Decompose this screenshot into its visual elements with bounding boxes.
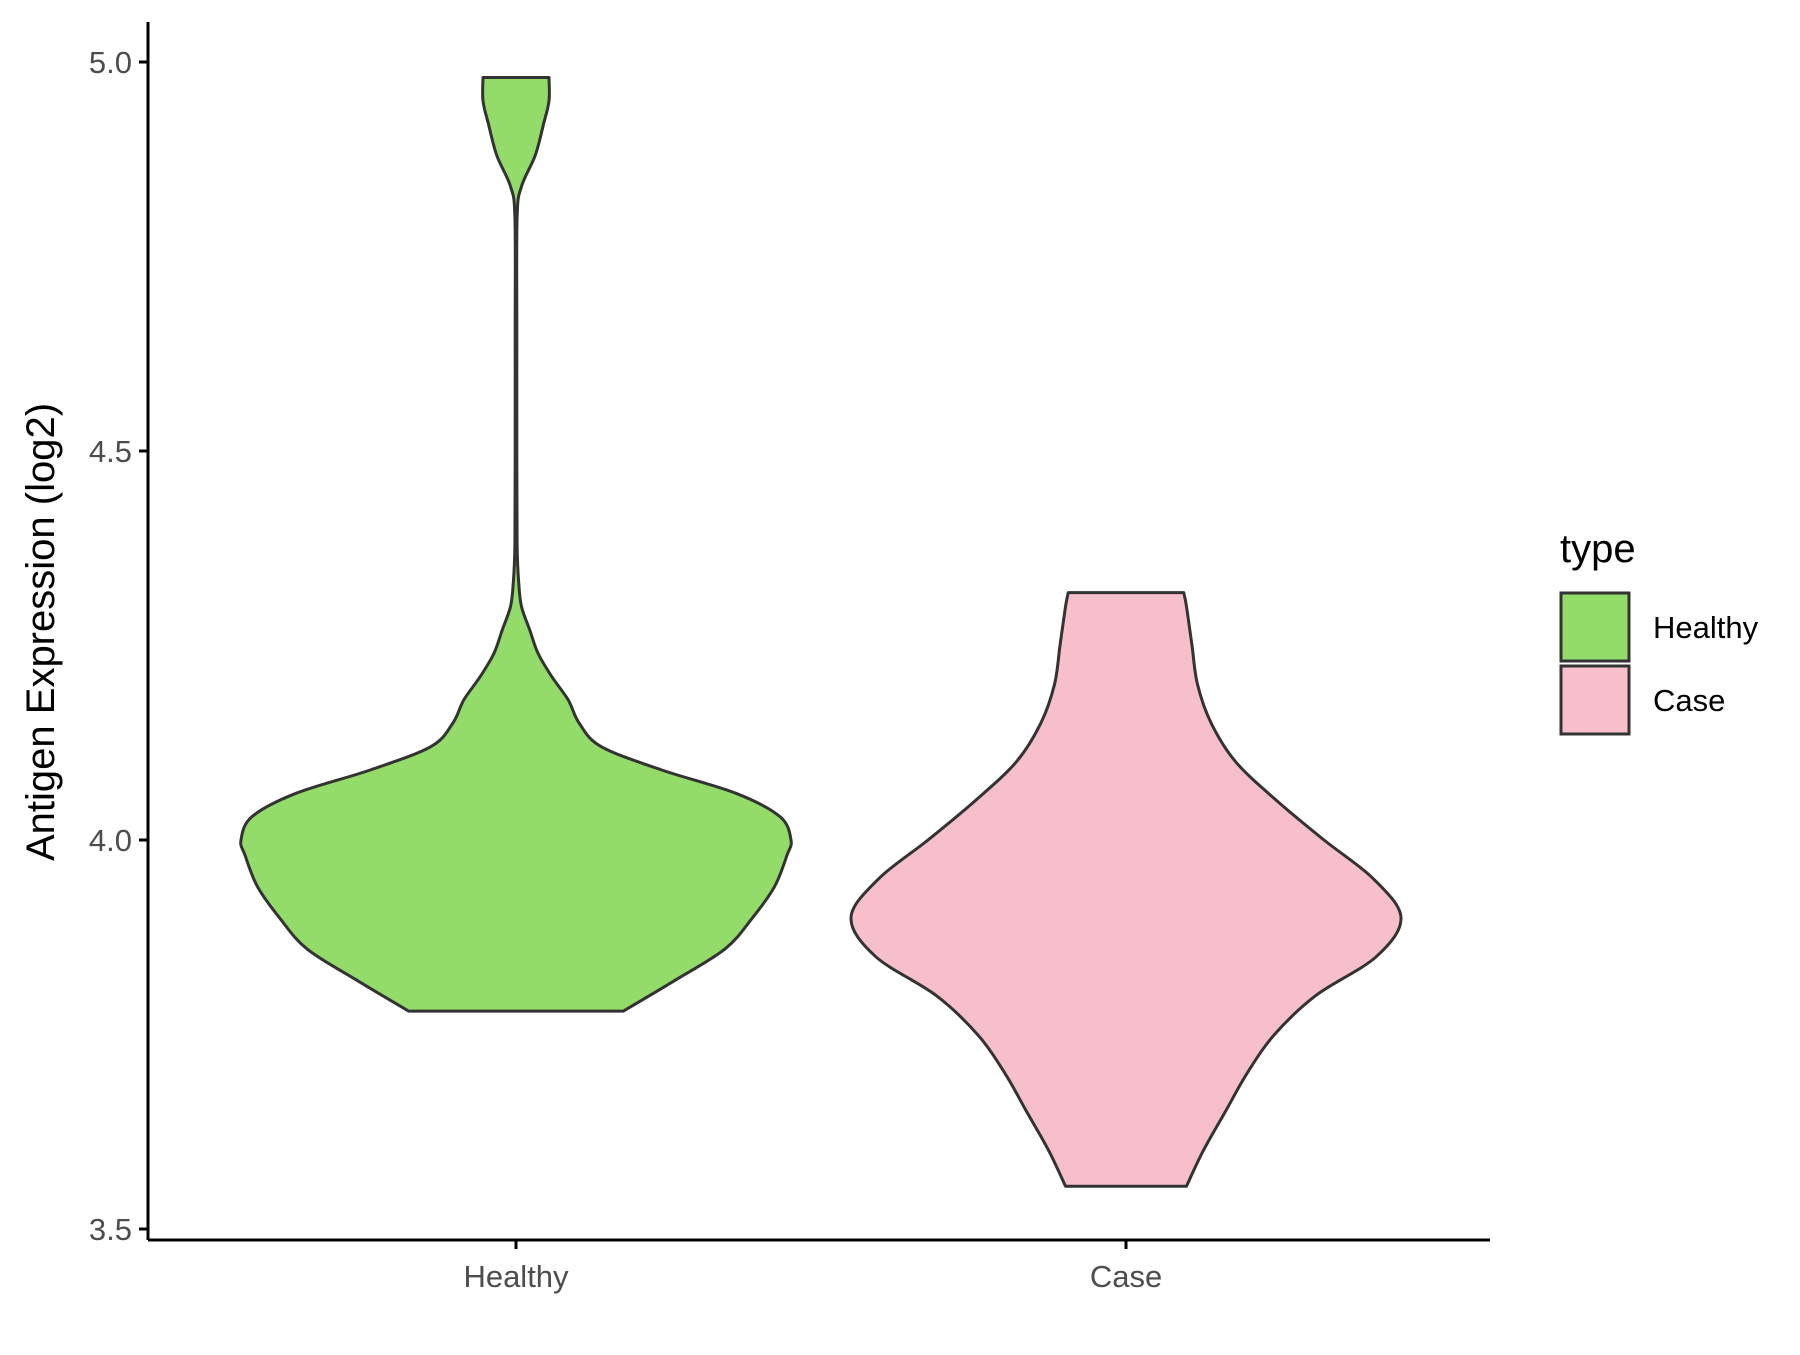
legend: type Healthy Case xyxy=(1559,527,1759,736)
y-tick-layer: 3.5 4.0 4.5 5.0 xyxy=(89,45,148,1247)
legend-swatch-healthy xyxy=(1559,591,1631,663)
legend-label-healthy: Healthy xyxy=(1653,610,1759,645)
x-tick-label: Case xyxy=(1090,1259,1162,1294)
legend-label-case: Case xyxy=(1653,683,1725,718)
legend-swatch-case xyxy=(1559,664,1631,736)
y-axis-title: Antigen Expression (log2) xyxy=(19,403,63,861)
y-tick-label: 4.5 xyxy=(89,434,132,469)
y-tick-label: 4.0 xyxy=(89,823,132,858)
y-tick-label: 3.5 xyxy=(89,1212,132,1247)
violin-case xyxy=(849,591,1403,1188)
x-tick-layer: Healthy Case xyxy=(463,1240,1162,1294)
violin-healthy xyxy=(239,76,793,1013)
legend-title: type xyxy=(1560,527,1636,571)
violin-layer xyxy=(239,76,1403,1188)
legend-items: Healthy Case xyxy=(1559,591,1759,736)
axes-layer xyxy=(146,22,1490,1242)
x-tick-label: Healthy xyxy=(463,1259,569,1294)
y-tick-label: 5.0 xyxy=(89,45,132,80)
